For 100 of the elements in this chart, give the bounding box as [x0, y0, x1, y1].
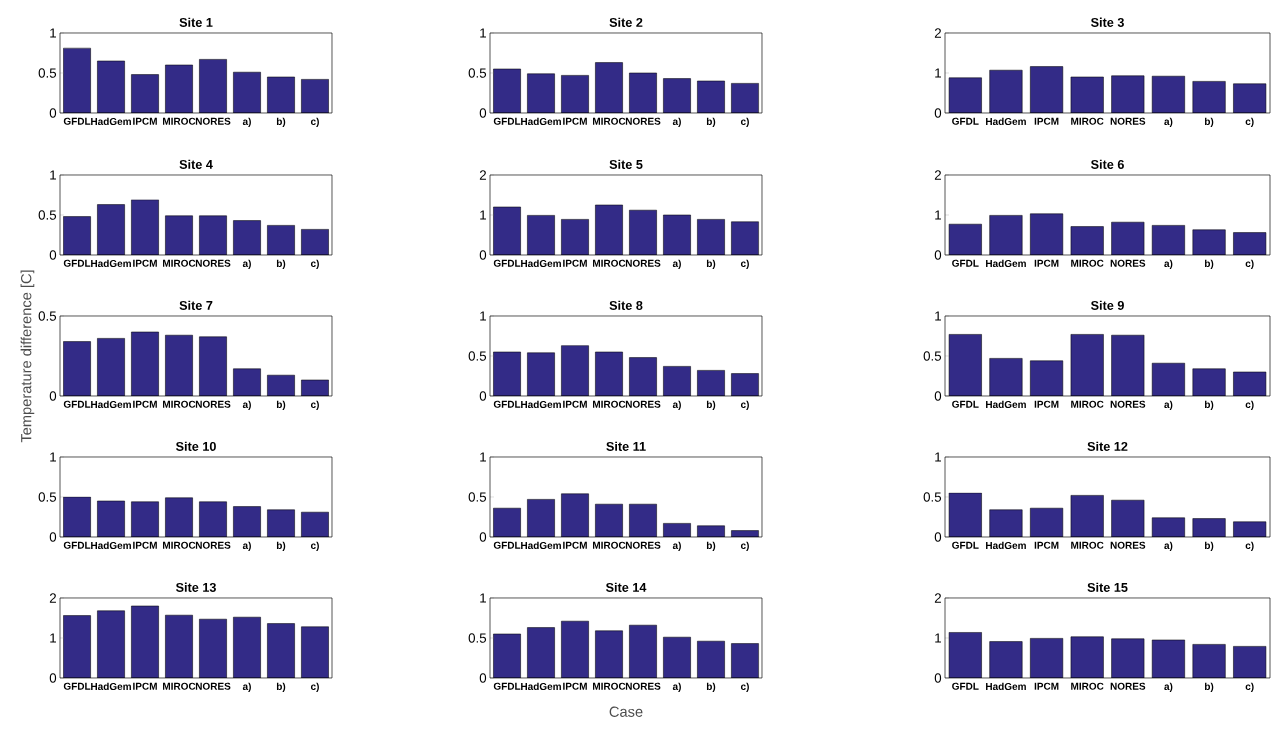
x-tick-label: GFDL — [63, 117, 91, 125]
x-tick-label: NORES — [1110, 541, 1146, 549]
x-tick-label: b) — [276, 400, 286, 411]
x-tick-label: IPCM — [133, 682, 157, 690]
chart-title: Site 1 — [179, 17, 213, 27]
x-tick-label: b) — [276, 117, 286, 128]
x-tick-label: HadGem — [986, 541, 1026, 550]
x-tick-label: IPCM — [133, 117, 157, 125]
bar — [697, 641, 725, 678]
x-tick-label: c) — [1245, 682, 1254, 693]
bar — [527, 73, 555, 113]
x-tick-label: b) — [276, 682, 286, 693]
y-tick-label: 0.5 — [923, 351, 942, 361]
x-tick-label: b) — [706, 400, 716, 411]
x-tick-label: b) — [1205, 682, 1214, 693]
bar — [989, 358, 1023, 396]
y-tick-label: 0 — [479, 250, 487, 260]
bar — [595, 351, 623, 396]
chart-title: Site 2 — [609, 17, 643, 27]
bar — [267, 76, 295, 113]
x-tick-label: c) — [1245, 400, 1254, 411]
bar — [527, 627, 555, 678]
bar — [731, 221, 759, 255]
bar — [165, 335, 193, 396]
bar — [663, 366, 691, 396]
y-tick-label: 0.5 — [468, 68, 487, 78]
y-tick-label: 0.5 — [468, 492, 487, 502]
y-tick-label: 0 — [934, 391, 942, 401]
bar — [949, 632, 982, 678]
x-tick-label: HadGem — [986, 259, 1026, 268]
y-tick-label: 2 — [49, 593, 56, 603]
x-tick-label: NORES — [1110, 259, 1146, 267]
bar — [949, 77, 982, 113]
x-tick-label: GFDL — [63, 682, 91, 690]
x-tick-label: a) — [672, 541, 681, 552]
y-tick-label: 0 — [934, 532, 942, 542]
x-tick-label: a) — [672, 682, 681, 693]
x-tick-label: c) — [740, 682, 749, 693]
x-tick-label: b) — [1205, 400, 1214, 411]
x-tick-label: MIROC — [1071, 259, 1104, 267]
bar — [561, 493, 589, 537]
x-tick-label: b) — [276, 259, 286, 270]
y-tick-label: 0.5 — [38, 311, 57, 321]
y-tick-label: 1 — [50, 633, 56, 643]
y-tick-label: 0 — [479, 108, 487, 118]
x-tick-label: HadGem — [986, 117, 1026, 126]
bar — [989, 215, 1023, 255]
chart-title: Site 8 — [609, 300, 643, 310]
x-tick-label: HadGem — [91, 541, 131, 550]
x-tick-label: c) — [310, 117, 319, 128]
bar — [629, 357, 657, 396]
x-tick-label: HadGem — [521, 682, 561, 691]
bar — [1233, 83, 1267, 113]
x-tick-label: NORES — [625, 682, 661, 690]
y-tick-label: 1 — [480, 452, 486, 462]
x-tick-label: IPCM — [133, 400, 157, 408]
x-tick-label: a) — [672, 259, 681, 270]
bar — [1111, 638, 1145, 678]
y-tick-label: 2 — [934, 170, 941, 180]
x-tick-label: GFDL — [952, 259, 979, 267]
bar — [493, 68, 521, 113]
x-tick-label: NORES — [195, 400, 231, 408]
x-tick-label: GFDL — [63, 541, 91, 549]
y-tick-label: 0 — [49, 250, 57, 260]
bar — [595, 504, 623, 537]
bar — [1152, 225, 1185, 255]
x-tick-label: HadGem — [91, 259, 131, 268]
bar — [1111, 500, 1145, 537]
bar — [949, 334, 982, 396]
x-tick-label: GFDL — [493, 400, 521, 408]
y-tick-label: 0.5 — [38, 210, 57, 220]
x-tick-label: c) — [1245, 117, 1254, 128]
x-tick-label: IPCM — [563, 682, 587, 690]
chart-title: Site 13 — [175, 582, 216, 592]
x-tick-label: IPCM — [1034, 400, 1059, 408]
bar — [1192, 81, 1226, 113]
x-tick-label: MIROC — [593, 682, 626, 690]
y-tick-label: 1 — [50, 170, 56, 180]
y-axis-title: Temperature difference [C] — [20, 270, 35, 443]
y-tick-label: 1 — [935, 633, 941, 643]
y-tick-label: 0 — [934, 250, 942, 260]
x-tick-label: HadGem — [521, 117, 561, 126]
x-tick-label: GFDL — [952, 541, 979, 549]
x-tick-label: IPCM — [133, 259, 157, 267]
bar — [493, 633, 521, 678]
x-tick-label: a) — [242, 400, 251, 411]
bar — [165, 64, 193, 113]
x-tick-label: NORES — [195, 682, 231, 690]
bar — [527, 215, 555, 255]
bar — [1152, 363, 1185, 396]
bar — [97, 60, 125, 113]
y-tick-label: 0 — [49, 391, 57, 401]
y-tick-label: 0 — [49, 108, 57, 118]
x-tick-label: NORES — [625, 541, 661, 549]
bar — [1070, 334, 1104, 396]
x-tick-label: NORES — [1110, 117, 1146, 125]
x-tick-label: MIROC — [1071, 541, 1104, 549]
bar — [1152, 76, 1185, 113]
bar — [1030, 638, 1063, 678]
bar — [199, 59, 227, 113]
